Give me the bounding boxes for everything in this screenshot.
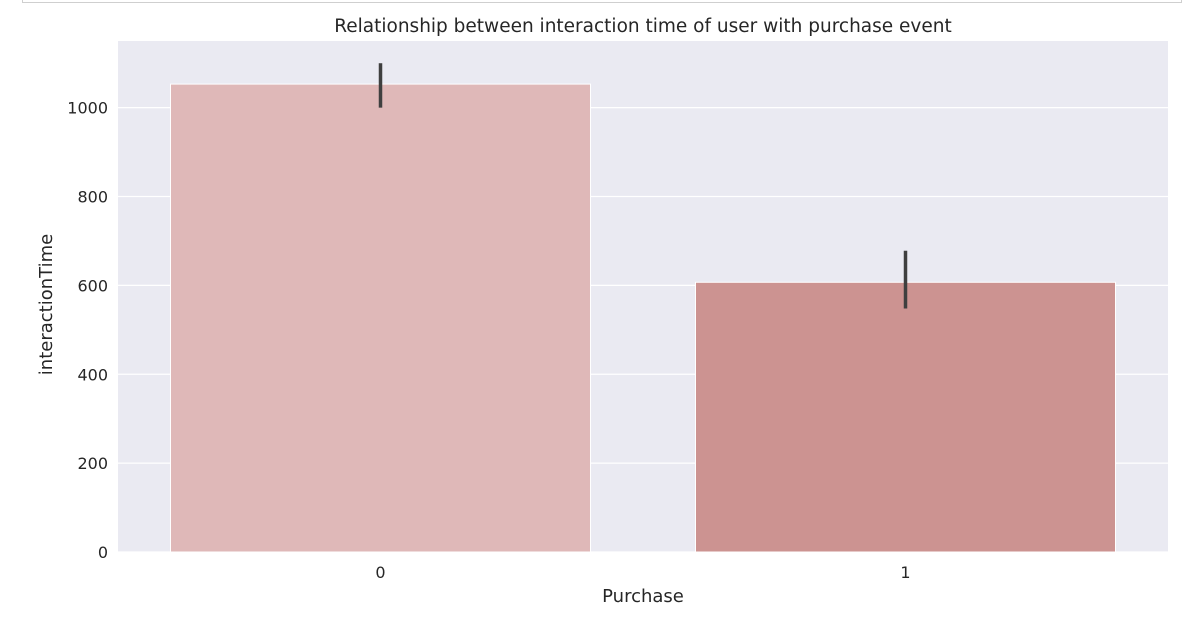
- bars: [170, 83, 1116, 553]
- y-tick-label: 1000: [67, 99, 108, 118]
- chart-title: Relationship between interaction time of…: [334, 16, 952, 37]
- y-tick-label: 800: [77, 188, 108, 207]
- y-tick-label: 600: [77, 276, 108, 295]
- y-tick-label: 400: [77, 365, 108, 384]
- bar-0: [170, 83, 591, 553]
- x-tick-label: 0: [375, 563, 385, 582]
- bar-1: [695, 281, 1116, 553]
- y-tick-labels: 0 200 400 600 800 1000: [67, 99, 108, 562]
- y-tick-label: 200: [77, 454, 108, 473]
- y-axis-label: interactionTime: [36, 234, 57, 375]
- y-tick-label: 0: [98, 543, 108, 562]
- x-axis-label: Purchase: [602, 586, 684, 607]
- x-tick-label: 1: [900, 563, 910, 582]
- error-bars: [378, 63, 908, 309]
- notebook-cell-border: [22, 0, 1182, 3]
